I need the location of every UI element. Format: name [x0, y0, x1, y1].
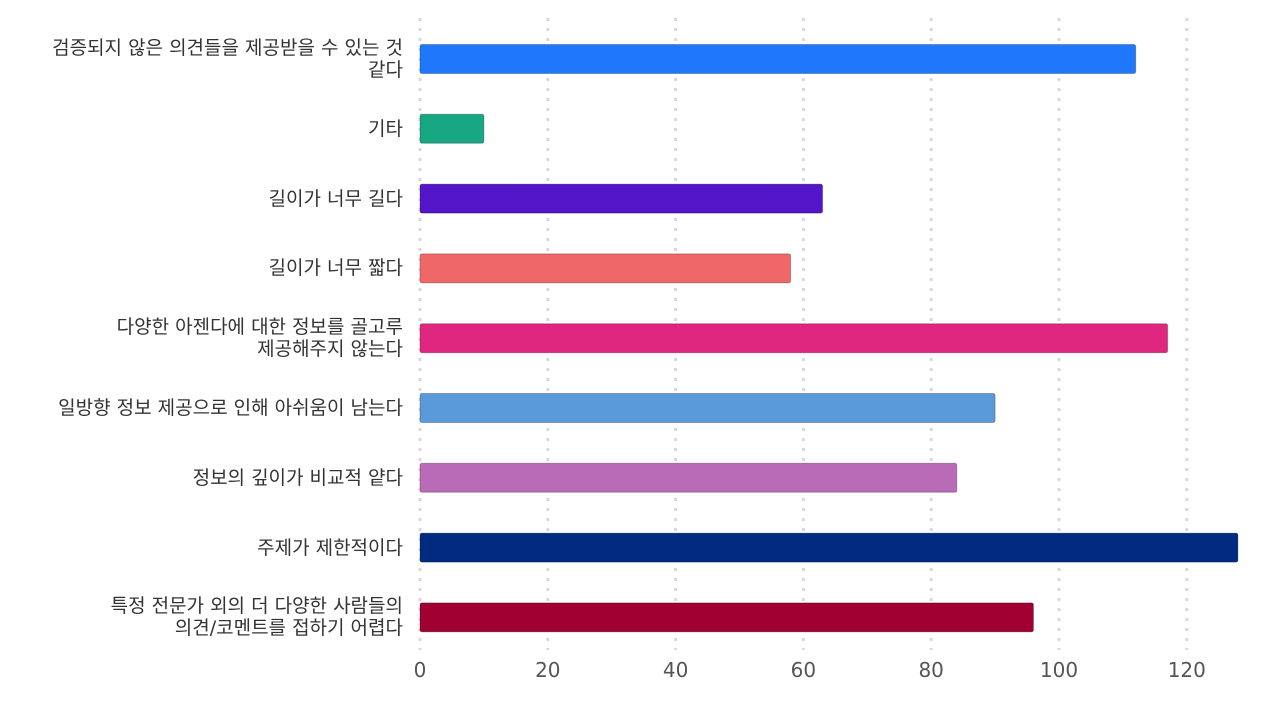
- bar-3: [419, 253, 792, 284]
- x-tick-label-1: 20: [535, 658, 561, 682]
- bar-4: [419, 323, 1169, 354]
- category-label-8: 특정 전문가 외의 더 다양한 사람들의 의견/코멘트를 접하기 어렵다: [110, 595, 403, 640]
- x-tick-label-3: 60: [790, 658, 817, 682]
- x-tick-label-6: 120: [1167, 658, 1206, 682]
- category-label-3: 길이가 너무 짧다: [268, 257, 403, 280]
- category-label-6: 정보의 깊이가 비교적 얕다: [192, 466, 403, 489]
- bar-2: [419, 183, 824, 214]
- bar-5: [419, 393, 996, 423]
- bar-0: [419, 44, 1137, 74]
- category-label-7: 주제가 제한적이다: [257, 536, 403, 559]
- x-tick-label-0: 0: [413, 658, 427, 682]
- bar-7: [419, 532, 1239, 563]
- bar-6: [419, 462, 958, 493]
- x-tick-label-4: 80: [918, 658, 944, 682]
- bar-8: [419, 602, 1034, 633]
- category-label-4: 다양한 아젠다에 대한 정보를 골고루 제공해주지 않는다: [116, 316, 403, 361]
- x-tick-label-2: 40: [662, 658, 689, 682]
- category-label-2: 길이가 너무 길다: [268, 187, 403, 210]
- category-label-0: 검증되지 않은 의견들을 제공받을 수 있는 것 같다: [52, 37, 403, 81]
- bar-1: [419, 113, 485, 144]
- category-label-1: 기타: [368, 117, 403, 140]
- category-label-5: 일방향 정보 제공으로 인해 아쉬움이 남는다: [58, 397, 403, 419]
- x-tick-label-5: 100: [1039, 658, 1079, 682]
